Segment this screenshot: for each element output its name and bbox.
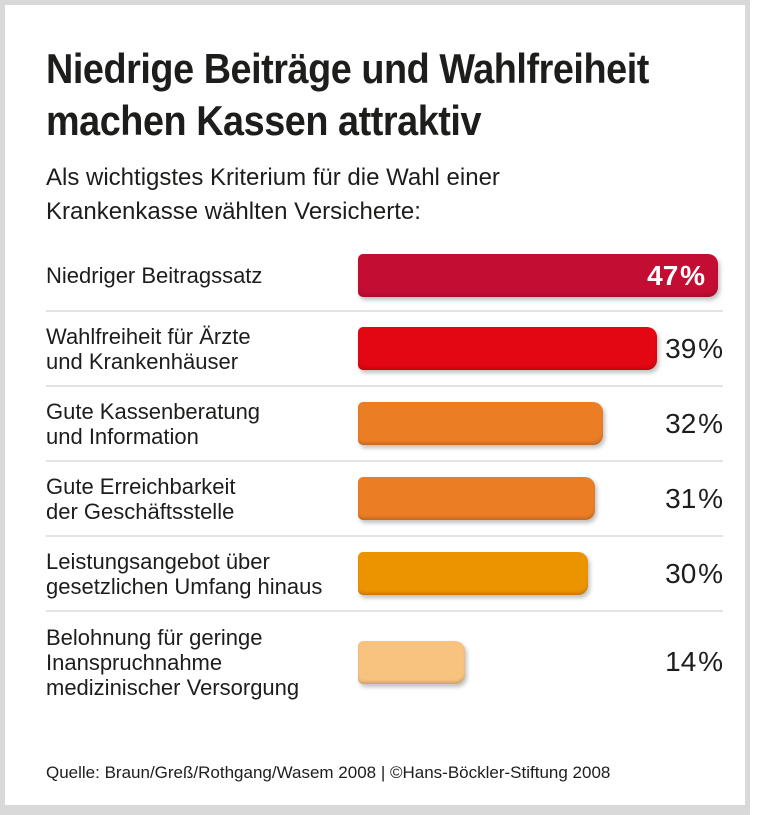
- value-label: 31 %: [665, 482, 723, 514]
- source-line: Quelle: Braun/Greß/Rothgang/Wasem 2008 |…: [46, 763, 611, 782]
- chart-title-line2: machen Kassen attraktiv: [46, 97, 482, 144]
- category-label: Niedriger Beitragssatz: [46, 263, 263, 288]
- value-label: 32 %: [665, 407, 723, 439]
- bar: [358, 477, 595, 520]
- category-label: Belohnung für geringe Inanspruchnahme medi…: [46, 624, 300, 700]
- chart-subtitle: Als wichtigstes Kriterium für die Wahl e…: [46, 161, 723, 229]
- bar-track: 47 %: [358, 254, 723, 297]
- bar-track: 30 %: [358, 552, 723, 595]
- value-label: 39 %: [665, 332, 723, 364]
- chart-row: Wahlfreiheit für Ärzte und Krankenhäuser …: [46, 312, 723, 387]
- chart-row: Leistungsangebot über gesetzlichen Umfang…: [46, 537, 723, 612]
- category-label: Wahlfreiheit für Ärzte und Krankenhäuser: [46, 323, 251, 374]
- category-label: Gute Erreichbarkeit der Geschäftsstelle: [46, 473, 236, 524]
- chart-title-text: Niedrige Beiträge und Wahlfreiheit mache…: [46, 43, 649, 147]
- chart-subtitle-line2: Krankenkasse wählten Versicherte:: [46, 198, 421, 225]
- chart-row: Gute Erreichbarkeit der Geschäftsstelle 3…: [46, 462, 723, 537]
- chart-title: Niedrige Beiträge und Wahlfreiheit mache…: [46, 43, 723, 147]
- bar: [358, 327, 657, 370]
- chart-row: Belohnung für geringe Inanspruchnahme medi…: [46, 612, 723, 712]
- bar-track: 32 %: [358, 402, 723, 445]
- bar: 47 %: [358, 254, 718, 297]
- chart-row: Gute Kassenberatung und Information 32 %: [46, 387, 723, 462]
- bar: [358, 640, 465, 684]
- chart-title-line1: Niedrige Beiträge und Wahlfreiheit: [46, 45, 649, 92]
- value-label-inside: 47 %: [647, 259, 705, 291]
- bar-track: 31 %: [358, 477, 723, 520]
- value-label: 30 %: [665, 557, 723, 589]
- bar: [358, 552, 588, 595]
- chart-row: Niedriger Beitragssatz 47 %: [46, 241, 723, 312]
- chart-subtitle-line1: Als wichtigstes Kriterium für die Wahl e…: [46, 164, 500, 191]
- bar-chart: Niedriger Beitragssatz 47 % Wahlfreiheit…: [46, 241, 723, 712]
- bar-track: 39 %: [358, 327, 723, 370]
- category-label: Leistungsangebot über gesetzlichen Umfang…: [46, 548, 323, 599]
- chart-card: Niedrige Beiträge und Wahlfreiheit mache…: [0, 0, 750, 815]
- bar-track: 14 %: [358, 640, 723, 684]
- category-label: Gute Kassenberatung und Information: [46, 398, 261, 449]
- value-label: 14 %: [665, 646, 723, 677]
- bar: [358, 402, 603, 445]
